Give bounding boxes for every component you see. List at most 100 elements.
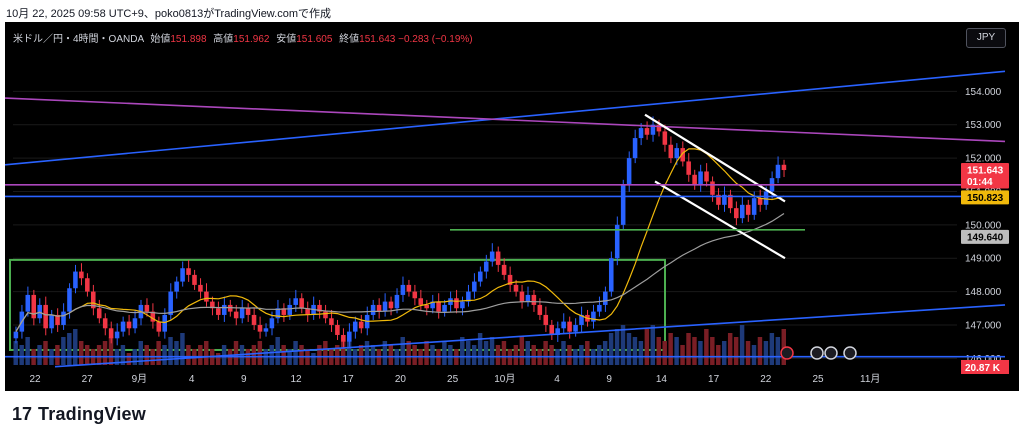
x-tick-label: 20 xyxy=(395,374,407,385)
volume-bar xyxy=(400,337,405,365)
candle-body xyxy=(674,148,680,159)
y-tick-label: 150.000 xyxy=(965,220,1002,231)
candle-body xyxy=(102,318,108,329)
volume-bar xyxy=(67,333,72,365)
y-tick-label: 147.000 xyxy=(965,320,1002,331)
volume-bar xyxy=(656,337,661,365)
candle-body xyxy=(626,158,632,185)
candle-body xyxy=(347,331,352,342)
x-tick-label: 4 xyxy=(554,374,560,385)
candle-body xyxy=(507,274,513,285)
candle-body xyxy=(650,124,656,135)
volume-bar xyxy=(430,345,435,365)
candle-body xyxy=(620,184,626,225)
event-flag-icon xyxy=(843,346,857,360)
x-tick-label: 25 xyxy=(447,374,459,385)
candle-body xyxy=(478,271,483,282)
volume-bar xyxy=(19,345,24,365)
candle-body xyxy=(67,288,72,312)
volume-bar xyxy=(156,341,161,365)
volume-bar xyxy=(668,333,673,365)
x-tick-label: 27 xyxy=(82,374,94,385)
event-flag-icon xyxy=(824,346,838,360)
candle-body xyxy=(614,224,620,259)
candle-body xyxy=(722,194,727,205)
event-flag-icon xyxy=(810,346,824,360)
currency-button[interactable]: JPY xyxy=(966,28,1006,48)
candle-body xyxy=(543,314,549,325)
candle-body xyxy=(323,311,328,319)
x-tick-label: 22 xyxy=(29,374,41,385)
volume-bar xyxy=(549,345,554,365)
volume-bar xyxy=(531,345,536,365)
volume-bar xyxy=(632,337,638,365)
volume-bar xyxy=(412,345,417,365)
volume-bar xyxy=(465,341,471,365)
price-chart[interactable]: 154.000153.000152.000151.000150.000149.0… xyxy=(5,22,1019,391)
chart-panel[interactable]: 154.000153.000152.000151.000150.000149.0… xyxy=(5,22,1019,391)
candle-body xyxy=(662,131,668,145)
candle-body xyxy=(406,284,412,292)
candle-body xyxy=(233,311,239,319)
volume-bar xyxy=(424,341,429,365)
volume-bar xyxy=(78,341,84,365)
candle-body xyxy=(418,298,424,305)
x-tick-label: 10月 xyxy=(494,373,515,385)
volume-bar xyxy=(489,337,495,365)
volume-bar xyxy=(108,337,114,365)
volume-bar xyxy=(388,345,394,365)
price-label-box xyxy=(961,190,1009,205)
candle-body xyxy=(734,208,739,219)
volume-bar xyxy=(519,337,525,365)
candle-body xyxy=(180,268,185,282)
candle-body xyxy=(174,281,179,292)
candle-body xyxy=(275,308,281,319)
volume-bar xyxy=(43,341,48,365)
candle-body xyxy=(745,204,751,215)
candle-body xyxy=(531,294,537,305)
candle-body xyxy=(79,271,84,279)
volume-bar xyxy=(25,337,30,365)
y-tick-label: 149.000 xyxy=(965,254,1002,265)
candle-body xyxy=(382,301,388,312)
volume-bar xyxy=(13,341,18,365)
volume-bar xyxy=(733,337,739,365)
candle-body xyxy=(192,274,197,285)
x-tick-label: 4 xyxy=(189,374,195,385)
candle-body xyxy=(424,304,429,309)
candle-body xyxy=(73,271,78,289)
open-label: 始値 xyxy=(150,34,171,45)
price-label-text: 01:44 xyxy=(967,177,993,188)
candle-body xyxy=(656,124,662,132)
candle-body xyxy=(376,304,382,312)
candle-body xyxy=(757,198,763,205)
volume-bar xyxy=(775,337,781,365)
candle-body xyxy=(525,294,531,302)
brand-footer: 17 TradingView xyxy=(12,404,146,425)
candle-body xyxy=(751,198,757,215)
change-value: −0.283 (−0.19%) xyxy=(398,34,473,45)
candle-body xyxy=(43,304,48,329)
candle-body xyxy=(55,314,60,325)
volume-bar xyxy=(704,329,709,365)
candle-body xyxy=(49,314,54,329)
candle-body xyxy=(108,328,114,339)
high-label: 高値 xyxy=(213,34,234,45)
candle-body xyxy=(162,314,167,332)
volume-bar xyxy=(716,345,721,365)
volume-bar xyxy=(37,345,42,365)
candle-body xyxy=(239,308,245,319)
ma-slow-line xyxy=(15,212,785,332)
volume-bar xyxy=(174,341,179,365)
candle-body xyxy=(591,311,596,322)
candle-body xyxy=(608,258,614,292)
event-flag-icon xyxy=(780,346,794,360)
volume-bar xyxy=(757,337,763,365)
candle-body xyxy=(460,301,465,309)
volume-bar xyxy=(680,345,685,365)
symbol-label[interactable]: 米ドル／円・4時間・OANDA xyxy=(13,34,144,45)
candle-body xyxy=(370,304,376,315)
volume-bar xyxy=(323,341,328,365)
candle-body xyxy=(13,331,19,339)
candle-body xyxy=(317,304,322,312)
